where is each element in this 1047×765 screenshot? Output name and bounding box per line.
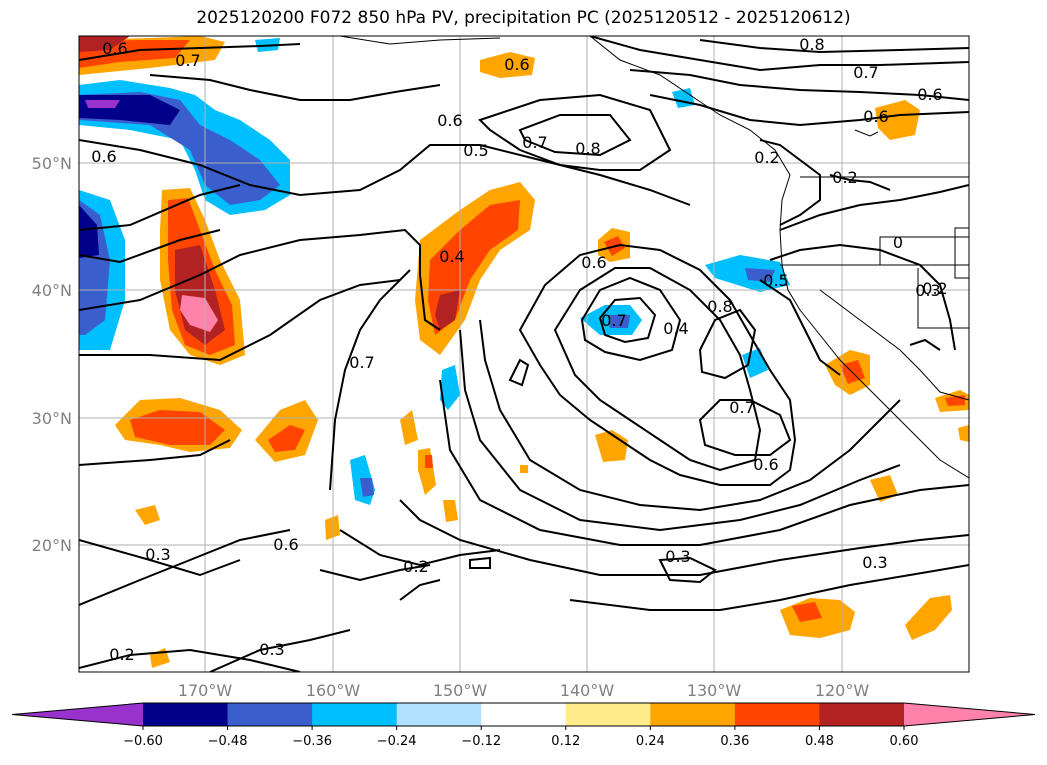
lon-tick-label: 120°W [815, 681, 870, 700]
contour-label: 0 [893, 233, 903, 252]
contour-label: 0.6 [581, 253, 606, 272]
colorbar-segment [819, 703, 905, 726]
colorbar-tick-label: −0.36 [292, 734, 332, 749]
colorbar-segment [734, 703, 820, 726]
contour-label: 0.8 [575, 139, 600, 158]
colorbar-tick-label: 0.60 [890, 734, 919, 749]
contour-label: 0.6 [917, 85, 942, 104]
colorbar-segment [565, 703, 651, 726]
colorbar: −0.60 −0.48 −0.36 −0.24 −0.12 0.12 0.24 0.36 0.4… [11, 702, 1036, 749]
contour-label: 0.4 [663, 319, 688, 338]
pv-contours [79, 36, 969, 672]
contour-label: 0.5 [763, 271, 788, 290]
contour-label: 0.7 [175, 51, 200, 70]
contour-label: 0.5 [463, 141, 488, 160]
coastline [339, 36, 969, 479]
colorbar-tick-label: −0.24 [377, 734, 417, 749]
colorbar-segment [650, 703, 736, 726]
contour-label: 0.3 [915, 281, 940, 300]
lat-tick-label: 30°N [32, 409, 72, 428]
colorbar-segment [227, 703, 313, 726]
contour-label: 0.3 [259, 640, 284, 659]
contour-label: 0.7 [349, 353, 374, 372]
colorbar-segment [312, 703, 398, 726]
lat-tick-label: 40°N [32, 281, 72, 300]
latitude-tick-labels: 50°N 40°N 30°N 20°N [32, 154, 72, 555]
contour-label: 0.7 [522, 133, 547, 152]
contour-label: 0.7 [601, 311, 626, 330]
contour-label: 0.7 [729, 398, 754, 417]
contour-label: 0.3 [145, 545, 170, 564]
contour-label: 0.4 [439, 247, 464, 266]
lon-tick-label: 130°W [687, 681, 742, 700]
contour-label: 0.6 [753, 455, 778, 474]
precipitation-shading [79, 36, 969, 668]
contour-label: 0.6 [437, 111, 462, 130]
contour-label: 0.6 [504, 55, 529, 74]
lat-tick-label: 20°N [32, 536, 72, 555]
lat-tick-label: 50°N [32, 154, 72, 173]
figure-title: 2025120200 F072 850 hPa PV, precipitatio… [196, 8, 851, 28]
contour-label: 0.2 [109, 645, 134, 664]
lon-tick-label: 160°W [306, 681, 361, 700]
lon-tick-label: 140°W [560, 681, 615, 700]
contour-label: 0.3 [862, 553, 887, 572]
colorbar-extend-max [904, 703, 1035, 726]
contour-label: 0.8 [707, 297, 732, 316]
colorbar-segment [396, 703, 482, 726]
contour-label: 0.2 [832, 168, 857, 187]
contour-label: 0.8 [799, 35, 824, 54]
contour-label: 0.2 [922, 279, 947, 298]
longitude-tick-labels: 170°W 160°W 150°W 140°W 130°W 120°W [178, 681, 870, 700]
contour-label: 0.7 [853, 63, 878, 82]
colorbar-segment [481, 703, 567, 726]
colorbar-tick-label: −0.12 [461, 734, 501, 749]
contour-labels: 0.60.70.60.60.5 0.7 0.80.60.80.70.60.4 0.60… [91, 35, 947, 664]
lon-tick-label: 170°W [178, 681, 233, 700]
colorbar-tick-label: 0.24 [636, 734, 665, 749]
lon-tick-label: 150°W [433, 681, 488, 700]
contour-label: 0.6 [91, 147, 116, 166]
colorbar-extend-min [12, 703, 143, 726]
colorbar-tick-label: 0.36 [720, 734, 749, 749]
colorbar-tick-label: −0.48 [208, 734, 248, 749]
map-border [78, 35, 970, 673]
colorbar-segment [143, 703, 229, 726]
contour-label: 0.2 [754, 148, 779, 167]
colorbar-tick-label: 0.12 [551, 734, 580, 749]
contour-label: 0.2 [403, 557, 428, 576]
contour-label: 0.6 [102, 39, 127, 58]
contour-label: 0.6 [273, 535, 298, 554]
colorbar-tick-label: 0.48 [805, 734, 834, 749]
contour-label: 0.3 [665, 547, 690, 566]
colorbar-tick-label: −0.60 [123, 734, 163, 749]
contour-label: 0.6 [863, 107, 888, 126]
